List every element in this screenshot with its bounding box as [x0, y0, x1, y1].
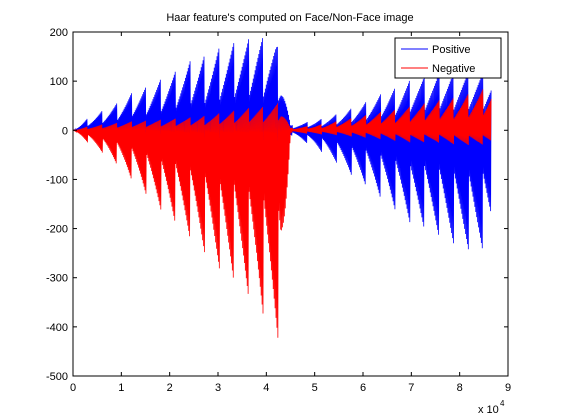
y-tick-label: 100: [50, 76, 68, 88]
series-line-positive: [72, 38, 492, 250]
y-tick-label: -100: [46, 174, 68, 186]
legend-label-negative: Negative: [432, 63, 475, 75]
x-tick-label: 7: [408, 382, 414, 394]
x-exponent-base: x 10: [478, 404, 499, 416]
y-tick-label: -300: [46, 273, 68, 285]
x-tick-label: 2: [167, 382, 173, 394]
x-tick-label: 6: [360, 382, 366, 394]
axes-box: [72, 31, 509, 377]
x-tick-label: 3: [215, 382, 221, 394]
y-tick-label: -200: [46, 224, 68, 236]
chart-title: Haar feature's computed on Face/Non-Face…: [166, 12, 413, 24]
y-tick-label: 200: [50, 27, 68, 39]
plot-background: [73, 32, 508, 376]
y-tick-label: -400: [46, 322, 68, 334]
x-tick-label: 9: [505, 382, 511, 394]
x-tick-label: 1: [118, 382, 124, 394]
x-tick-label: 8: [457, 382, 463, 394]
x-exponent-label: x 10 4: [478, 399, 505, 416]
series-layer: [72, 38, 492, 338]
ticks-layer: 0 1 2 3 4 5 6 7 8 9 -500 -400 -300 -200 -100 0 100 200: [46, 27, 511, 394]
x-tick-label: 5: [312, 382, 318, 394]
series-line-negative: [72, 89, 492, 338]
x-tick-label: 4: [263, 382, 269, 394]
x-tick-label: 0: [70, 382, 76, 394]
y-tick-label: -500: [46, 371, 68, 383]
legend: Positive Negative: [394, 37, 502, 79]
x-exponent-power: 4: [500, 399, 505, 408]
y-tick-label: 0: [62, 125, 68, 137]
plot-area: [72, 31, 509, 377]
legend-label-positive: Positive: [432, 44, 471, 56]
legend-box: [394, 37, 502, 79]
